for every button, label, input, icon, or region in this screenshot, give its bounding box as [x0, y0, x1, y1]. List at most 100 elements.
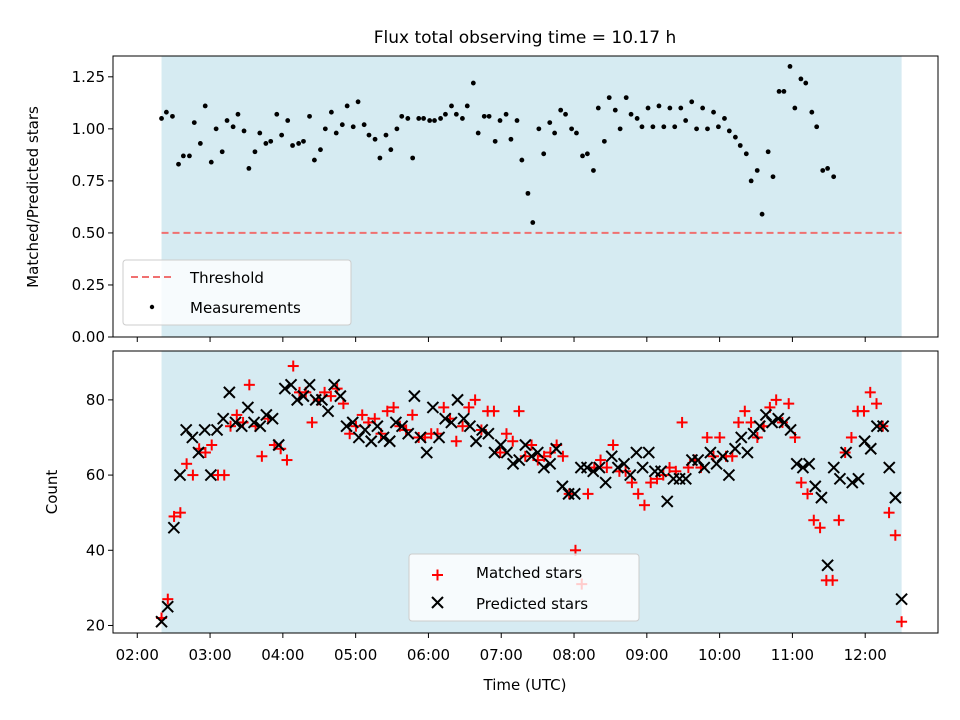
predicted-star-point — [371, 419, 384, 433]
bottom-x-ticks: 02:00 03:00 04:00 05:00 06:00 07:00 08:00 09:00… — [116, 633, 887, 664]
measurement-point — [464, 103, 470, 109]
predicted-star-point — [661, 495, 674, 508]
predicted-star-point — [432, 431, 446, 444]
measurement-point — [759, 211, 765, 217]
measurement-point — [383, 132, 389, 138]
predicted-star-point — [334, 389, 347, 403]
predicted-star-point — [482, 427, 495, 440]
predicted-star-point — [802, 457, 816, 471]
legend-measurements-swatch — [149, 304, 155, 310]
bottom-y-tick-label: 80 — [86, 391, 105, 409]
measurement-point — [541, 151, 547, 157]
measurement-point — [711, 109, 716, 115]
measurement-point — [180, 153, 186, 159]
top-y-axis-label: Matched/Predicted stars — [24, 106, 42, 288]
matched-star-point — [438, 401, 450, 413]
measurement-point — [634, 116, 640, 121]
top-y-tick-label: 0.00 — [72, 328, 105, 346]
predicted-star-point — [624, 468, 637, 482]
predicted-star-point — [426, 401, 440, 414]
measurement-point — [388, 147, 394, 153]
predicted-star-point — [587, 465, 600, 478]
matched-star-point — [243, 379, 255, 391]
measurement-point — [416, 116, 422, 121]
predicted-star-point — [315, 393, 329, 407]
measurement-point — [656, 103, 662, 109]
measurement-point — [803, 80, 809, 86]
matched-star-point — [507, 435, 519, 447]
measurement-point — [700, 105, 706, 111]
measurement-point — [377, 155, 383, 161]
measurement-point — [246, 166, 252, 171]
x-tick-label: 06:00 — [407, 646, 450, 664]
x-tick-label: 03:00 — [188, 646, 231, 664]
matched-star-point — [206, 439, 218, 451]
measurement-point — [612, 107, 618, 113]
predicted-star-point — [895, 592, 908, 606]
matched-star-point — [500, 428, 512, 440]
matched-star-point — [626, 477, 638, 489]
measurement-point — [831, 174, 837, 180]
measurement-point — [787, 64, 793, 69]
predicted-star-point — [728, 442, 742, 455]
measurement-point — [366, 132, 372, 138]
matched-star-point — [833, 514, 845, 526]
predicted-star-point — [173, 468, 187, 482]
predicted-star-point — [278, 382, 292, 395]
matched-star-point — [431, 428, 443, 440]
predicted-star-point — [599, 476, 612, 489]
measurement-point — [296, 141, 302, 146]
matched-star-point — [739, 405, 751, 417]
predicted-star-point — [303, 378, 316, 392]
x-tick-label: 10:00 — [698, 646, 741, 664]
measurement-point — [798, 76, 804, 82]
predicted-star-point — [253, 419, 267, 433]
measurement-point — [257, 130, 263, 136]
top-legend: Threshold Measurements — [122, 259, 352, 326]
measurement-point — [809, 109, 815, 115]
predicted-star-point — [550, 442, 563, 455]
x-tick-label: 05:00 — [334, 646, 377, 664]
x-tick-label: 09:00 — [625, 646, 668, 664]
predicted-star-point — [741, 446, 754, 459]
matched-star-point — [808, 514, 820, 526]
predicted-star-point — [679, 472, 692, 486]
matched-star-point — [306, 416, 318, 428]
measurement-point — [252, 149, 258, 155]
measurement-point — [552, 130, 558, 136]
measurement-point — [732, 134, 738, 140]
measurement-point — [350, 124, 356, 130]
top-legend-box — [122, 259, 352, 326]
predicted-star-point — [500, 446, 514, 459]
measurement-point — [394, 126, 400, 132]
matched-star-point — [469, 394, 481, 406]
predicted-star-point — [420, 446, 433, 459]
predicted-star-point — [340, 419, 353, 433]
measurement-point — [208, 159, 214, 165]
matched-star-point — [494, 447, 506, 459]
measurement-point — [617, 126, 623, 132]
matched-star-point — [162, 593, 174, 605]
predicted-star-point — [852, 472, 865, 486]
matched-star-point — [582, 488, 594, 500]
predicted-star-point — [365, 435, 378, 448]
measurement-point — [770, 174, 776, 180]
predicted-star-point — [846, 476, 859, 489]
matched-star-point — [544, 447, 556, 459]
predicted-star-point — [883, 461, 896, 474]
measurement-point — [781, 88, 787, 94]
measurement-point — [399, 113, 405, 119]
top-points — [159, 64, 837, 225]
measurement-point — [163, 109, 169, 115]
measurement-point — [427, 118, 433, 123]
measurement-point — [449, 103, 454, 109]
measurement-point — [580, 153, 585, 159]
measurement-point — [432, 118, 437, 123]
measurement-point — [219, 149, 225, 155]
measurement-point — [318, 147, 323, 153]
top-y-tick-label: 0.25 — [72, 276, 105, 294]
measurement-point — [694, 126, 699, 132]
top-y-ticks: 0.00 0.25 0.50 0.75 1.00 1.25 — [72, 68, 113, 346]
measurement-point — [661, 124, 667, 130]
predicted-star-point — [377, 431, 390, 444]
